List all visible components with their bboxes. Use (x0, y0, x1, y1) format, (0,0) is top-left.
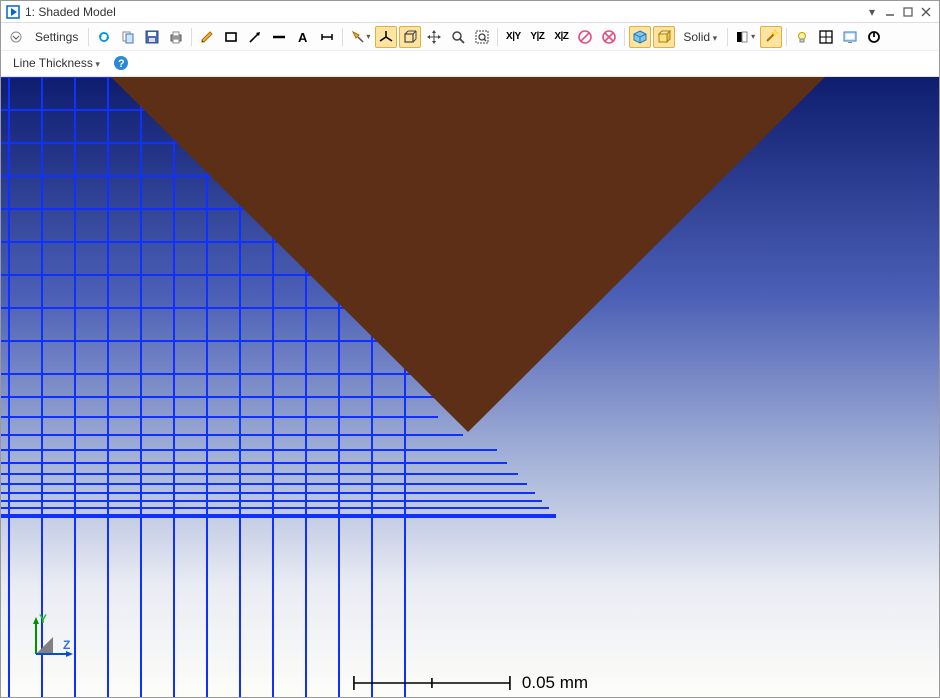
toolbar: Settings A ▾ X|Y Y|Z X|Z Solid ▾ (1, 23, 939, 51)
no-restriction-icon[interactable] (574, 26, 596, 48)
minimize-icon[interactable] (881, 4, 899, 20)
axis-triad: Y Z (21, 609, 81, 669)
arrow-icon[interactable] (244, 26, 266, 48)
dropdown-icon[interactable]: ▾ (863, 4, 881, 20)
titlebar: 1: Shaded Model ▾ (1, 1, 939, 23)
solid-dropdown[interactable]: Solid (677, 30, 723, 44)
help-icon[interactable]: ? (110, 52, 132, 74)
xz-plane-button[interactable]: X|Z (550, 26, 572, 48)
close-icon[interactable] (917, 4, 935, 20)
toolbar-row-2: Line Thickness ? (1, 51, 939, 77)
box-view-icon[interactable] (399, 26, 421, 48)
maximize-icon[interactable] (899, 4, 917, 20)
scale-bar: 0.05 mm (352, 673, 588, 693)
wand-icon[interactable] (760, 26, 782, 48)
zoom-icon[interactable] (447, 26, 469, 48)
refresh-icon[interactable] (93, 26, 115, 48)
pencil-icon[interactable] (196, 26, 218, 48)
save-icon[interactable] (141, 26, 163, 48)
line-icon[interactable] (268, 26, 290, 48)
no-restriction2-icon[interactable] (598, 26, 620, 48)
grid-icon[interactable] (815, 26, 837, 48)
light-icon[interactable] (791, 26, 813, 48)
xy-plane-button[interactable]: X|Y (502, 26, 524, 48)
viewport[interactable]: Y Z 0.05 mm (1, 77, 939, 697)
move-icon[interactable] (423, 26, 445, 48)
text-icon[interactable]: A (292, 26, 314, 48)
model-canvas (1, 77, 939, 697)
print-icon[interactable] (165, 26, 187, 48)
color-ramp-icon[interactable]: ▾ (732, 26, 758, 48)
svg-text:Z: Z (63, 638, 70, 652)
copy-icon[interactable] (117, 26, 139, 48)
shaded-cube-icon[interactable] (629, 26, 651, 48)
screenshot-icon[interactable] (839, 26, 861, 48)
probe-icon[interactable]: ▾ (347, 26, 373, 48)
reset-icon[interactable] (863, 26, 885, 48)
dimension-icon[interactable] (316, 26, 338, 48)
svg-text:?: ? (118, 58, 125, 70)
zoom-extent-icon[interactable] (471, 26, 493, 48)
axes-tripod-icon[interactable] (375, 26, 397, 48)
svg-text:A: A (298, 30, 308, 45)
wire-cube-icon[interactable] (653, 26, 675, 48)
scale-label: 0.05 mm (522, 673, 588, 693)
rectangle-icon[interactable] (220, 26, 242, 48)
settings-label[interactable]: Settings (29, 30, 84, 44)
yz-plane-button[interactable]: Y|Z (526, 26, 548, 48)
line-thickness-dropdown[interactable]: Line Thickness (7, 56, 106, 70)
app-icon (5, 4, 21, 20)
window-title: 1: Shaded Model (25, 5, 116, 19)
expand-settings-icon[interactable] (5, 26, 27, 48)
svg-text:Y: Y (39, 612, 47, 626)
